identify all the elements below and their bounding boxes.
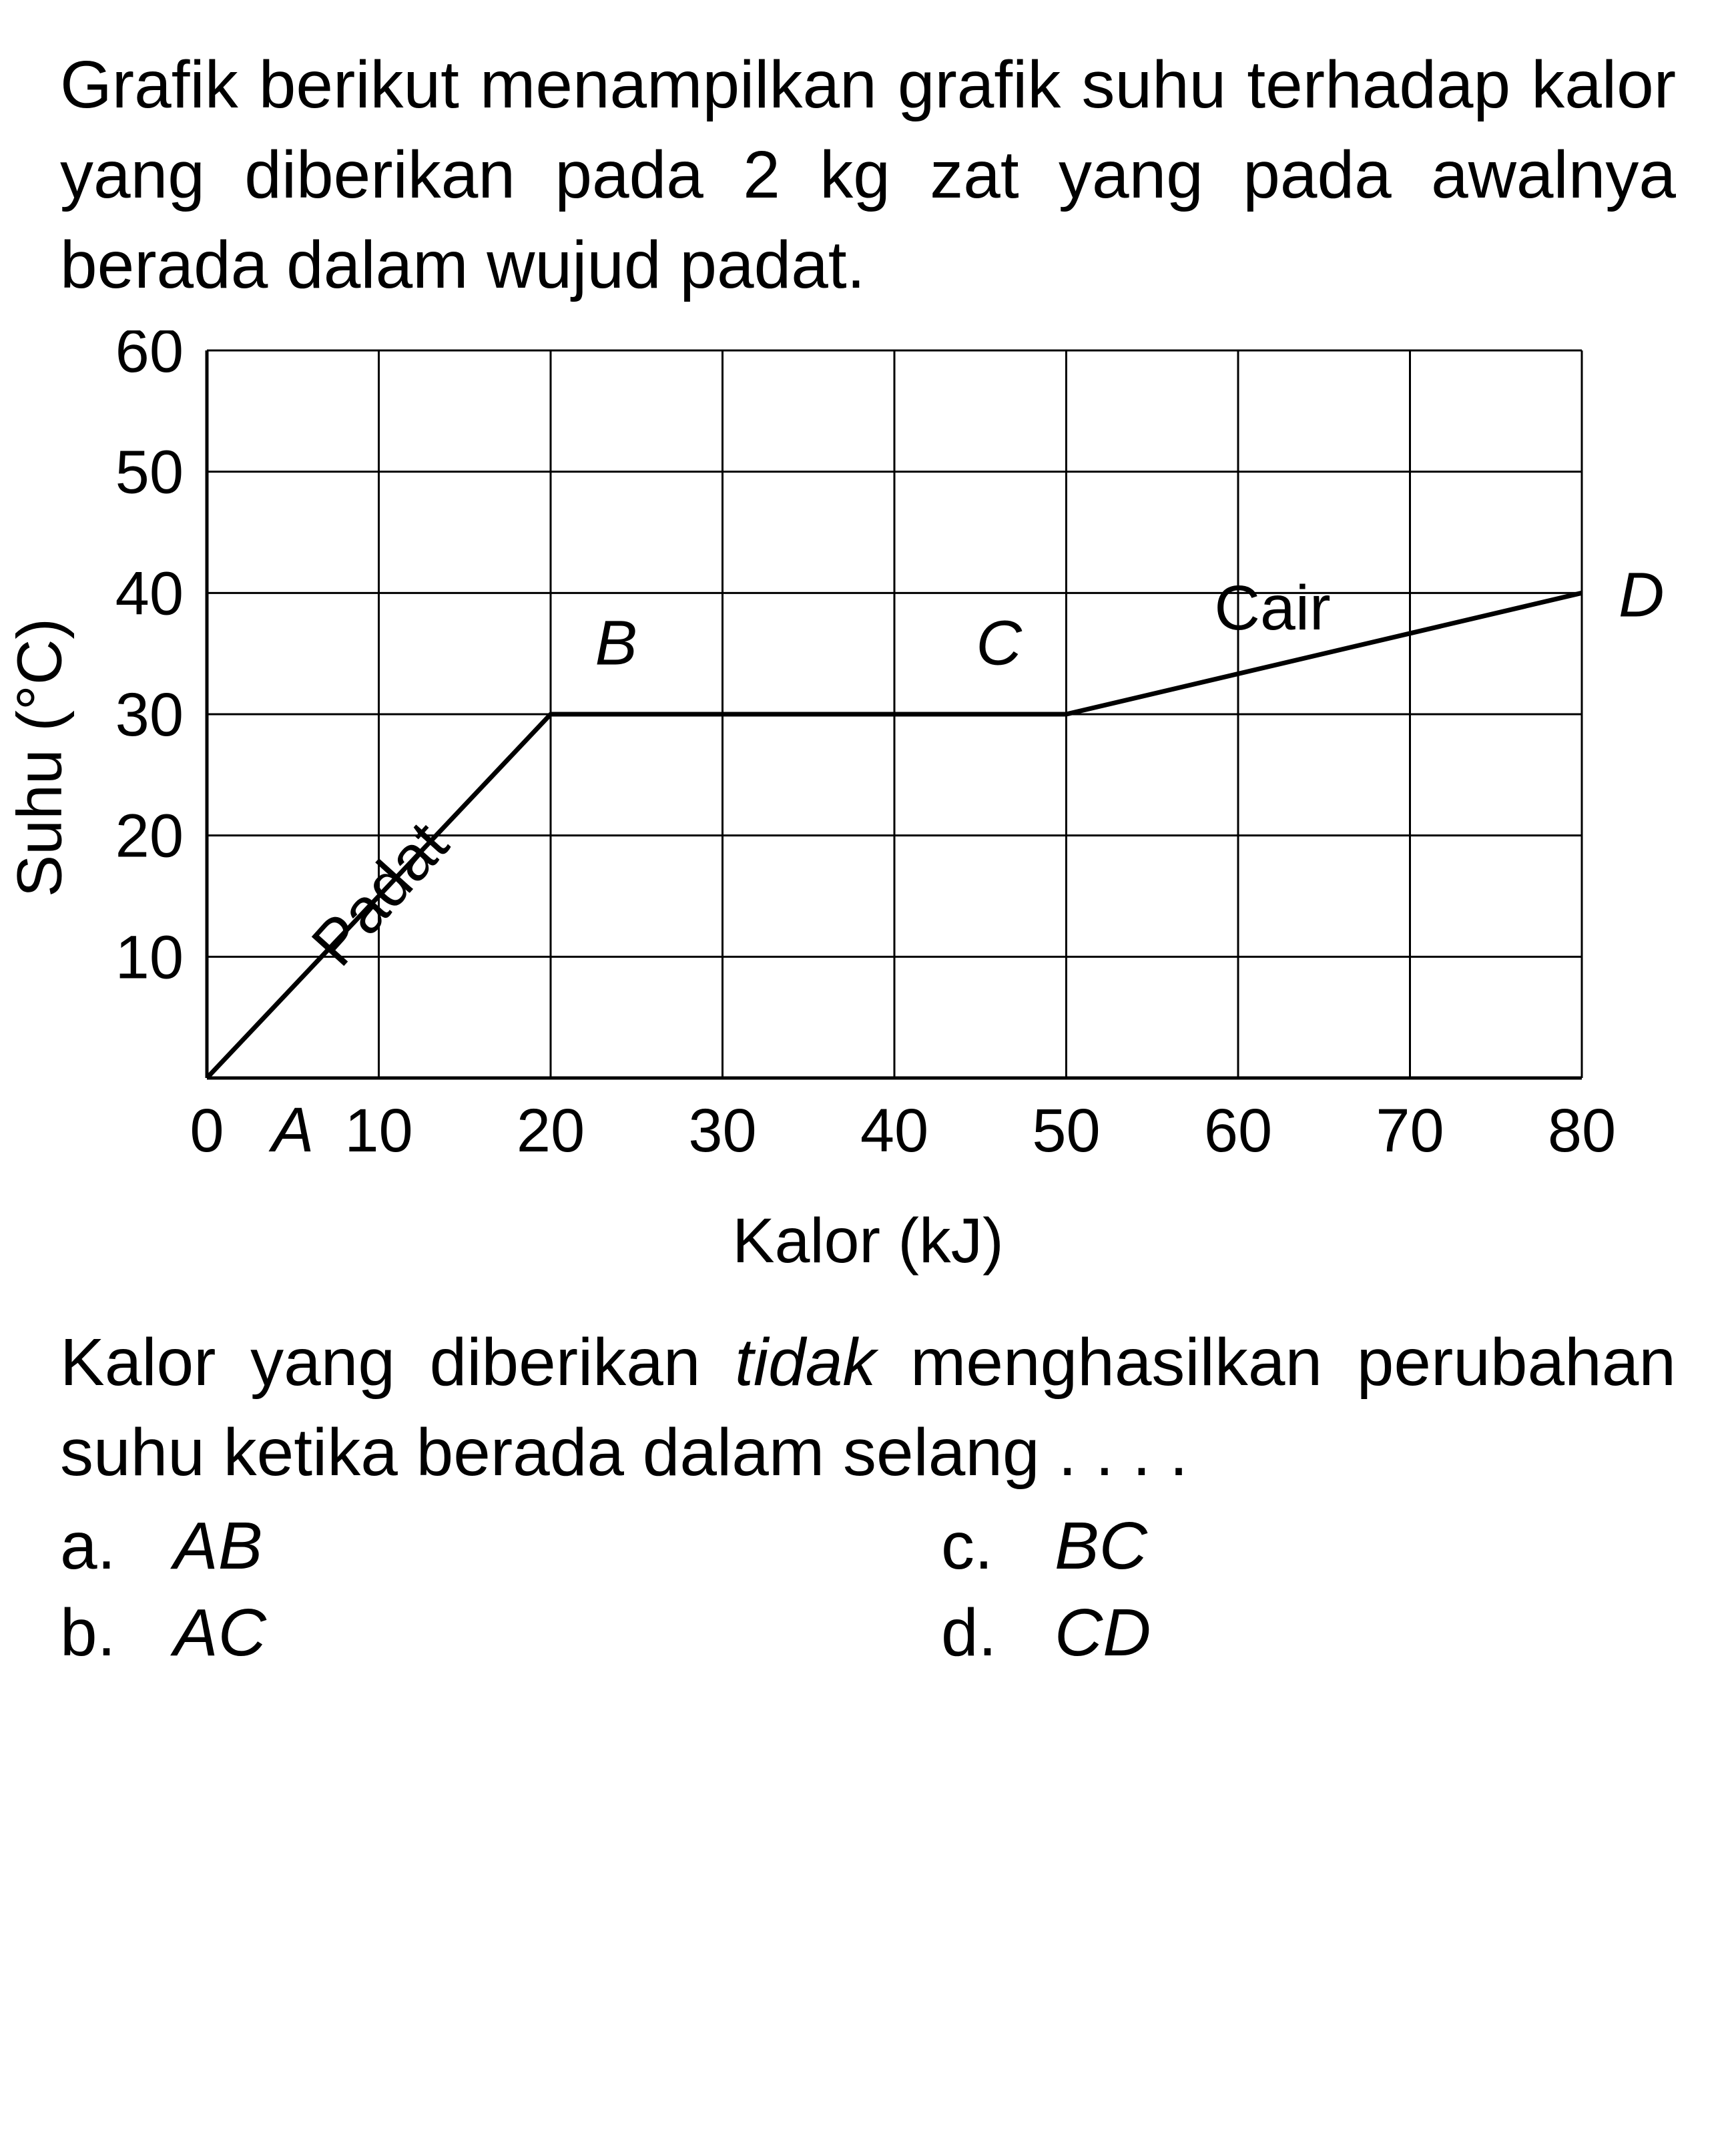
option-c-text: BC — [1055, 1508, 1147, 1585]
chart-svg: 0 10 20 30 40 50 60 70 80 10 20 30 40 50 60 Padat Cair A B… — [60, 330, 1675, 1185]
option-b: b. AC — [60, 1595, 941, 1671]
option-b-text: AC — [174, 1595, 266, 1671]
y-tick: 60 — [115, 330, 184, 385]
option-c: c. BC — [941, 1508, 1147, 1585]
option-d: d. CD — [941, 1595, 1151, 1671]
option-a: a. AB — [60, 1508, 941, 1585]
x-tick: 30 — [688, 1097, 756, 1165]
y-tick: 10 — [115, 923, 184, 991]
option-d-label: d. — [941, 1595, 1055, 1671]
point-label-c: C — [976, 608, 1023, 679]
point-label-b: B — [595, 608, 637, 679]
x-tick: 20 — [517, 1097, 585, 1165]
x-tick: 50 — [1032, 1097, 1100, 1165]
point-label-d: D — [1619, 559, 1665, 630]
x-tick: 80 — [1548, 1097, 1616, 1165]
option-b-label: b. — [60, 1595, 174, 1671]
x-tick: 70 — [1376, 1097, 1444, 1165]
option-c-label: c. — [941, 1508, 1055, 1585]
option-a-text: AB — [174, 1508, 262, 1585]
y-tick: 20 — [115, 802, 184, 870]
temperature-heat-chart: Suhu (°C) 01020304050607080102030405060P… — [60, 330, 1675, 1185]
italic-word: tidak — [735, 1325, 876, 1400]
option-a-label: a. — [60, 1508, 174, 1585]
segment-label: Cair — [1214, 573, 1330, 643]
x-tick: 60 — [1204, 1097, 1272, 1165]
point-label-a: A — [268, 1095, 314, 1165]
y-axis-label: Suhu (°C) — [4, 618, 77, 897]
y-tick: 40 — [115, 559, 184, 627]
y-tick: 30 — [115, 681, 184, 749]
follow-question-text: Kalor yang diberikan tidak menghasilkan … — [60, 1318, 1676, 1498]
x-tick: 10 — [344, 1097, 412, 1165]
x-tick: 0 — [190, 1097, 224, 1165]
y-tick: 50 — [115, 439, 184, 507]
x-tick: 40 — [860, 1097, 928, 1165]
question-text: Grafik berikut menampilkan grafik suhu t… — [60, 40, 1676, 310]
option-d-text: CD — [1055, 1595, 1151, 1671]
segment-label: Padat — [298, 809, 462, 979]
x-axis-label: Kalor (kJ) — [60, 1205, 1676, 1278]
